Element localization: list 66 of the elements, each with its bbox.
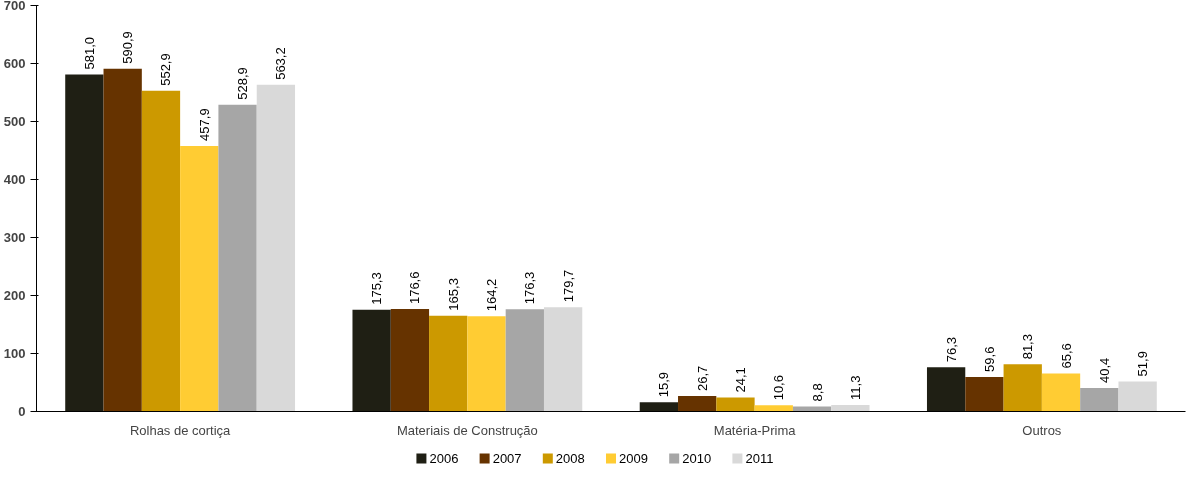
data-label: 81,3 <box>1020 334 1036 360</box>
bar <box>1118 381 1157 412</box>
y-tick-label: 200 <box>3 288 26 303</box>
x-tick-label: Matéria-Prima <box>713 422 797 438</box>
x-tick-label: Rolhas de cortiça <box>129 422 232 438</box>
bar <box>505 309 544 412</box>
bar <box>256 84 296 412</box>
bar <box>639 402 679 412</box>
y-tick-label: 0 <box>18 404 26 419</box>
data-label: 590,9 <box>120 31 136 64</box>
data-label: 581,0 <box>81 36 97 70</box>
bar <box>218 104 257 412</box>
data-label: 179,7 <box>560 269 576 303</box>
data-label: 51,9 <box>1135 351 1151 377</box>
data-label: 76,3 <box>943 336 959 363</box>
y-tick-label: 100 <box>3 346 26 361</box>
bar <box>429 315 468 412</box>
data-label: 457,9 <box>196 108 212 141</box>
legend-label: 2007 <box>492 451 522 466</box>
data-label: 164,2 <box>484 278 500 312</box>
bar <box>831 404 870 412</box>
bar <box>390 309 430 412</box>
data-label: 65,6 <box>1058 343 1074 369</box>
data-label: 528,9 <box>235 67 251 100</box>
data-label: 563,2 <box>273 47 289 80</box>
data-label: 176,6 <box>407 271 423 305</box>
y-tick-label: 300 <box>3 230 26 245</box>
bar <box>1041 373 1081 412</box>
bar <box>754 405 793 412</box>
data-label: 10,6 <box>771 375 787 401</box>
y-tick-label: 700 <box>3 0 26 13</box>
bar <box>65 74 104 412</box>
data-label: 40,4 <box>1096 357 1112 384</box>
x-tick-label: Materiais de Construção <box>396 422 538 438</box>
data-label: 175,3 <box>369 272 385 305</box>
bar <box>103 68 142 412</box>
y-tick-label: 600 <box>3 56 26 71</box>
data-label: 24,1 <box>732 367 748 393</box>
legend-label: 2008 <box>555 451 585 466</box>
bar <box>352 309 391 412</box>
bar <box>1080 388 1119 412</box>
x-tick-label: Outros <box>1022 422 1062 438</box>
legend-label: 2011 <box>745 451 774 466</box>
bar <box>716 397 755 412</box>
data-label: 15,9 <box>656 371 672 398</box>
data-label: 26,7 <box>694 365 710 392</box>
y-tick-label: 500 <box>3 114 26 129</box>
bar <box>543 307 583 412</box>
legend-label: 2010 <box>682 451 712 466</box>
data-label: 165,3 <box>445 278 461 311</box>
bar <box>1003 364 1042 412</box>
y-tick-label: 400 <box>3 172 26 187</box>
data-label: 11,3 <box>847 375 863 400</box>
bar <box>141 90 181 412</box>
data-label: 59,6 <box>981 346 997 372</box>
bar <box>467 316 506 412</box>
bar <box>792 406 832 412</box>
bar <box>926 367 966 412</box>
data-label: 8,8 <box>809 383 825 402</box>
legend-label: 2006 <box>429 451 459 466</box>
bar <box>180 145 219 412</box>
data-label: 176,3 <box>522 271 538 305</box>
data-label: 552,9 <box>158 53 174 86</box>
bar <box>965 376 1004 412</box>
legend-label: 2009 <box>619 451 648 466</box>
bar <box>678 396 717 412</box>
